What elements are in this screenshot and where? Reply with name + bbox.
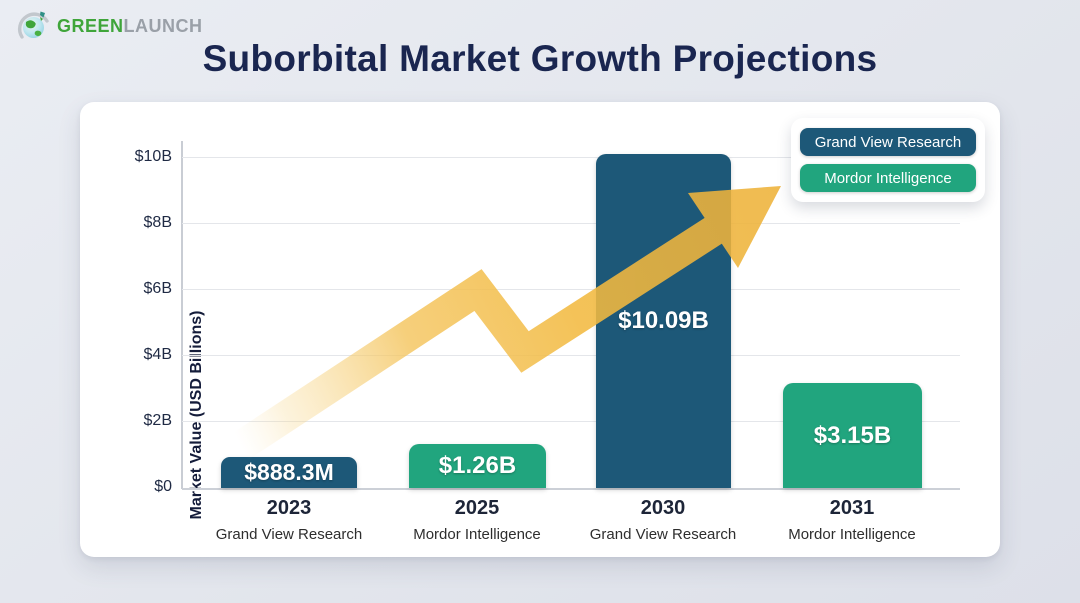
bar-2030-grand-view-research[interactable]: $10.09B [596,154,731,488]
greenlaunch-logo: GREENLAUNCH [16,8,203,44]
y-tick-8b: $8B [143,214,172,231]
x-label-year-2023: 2023 [266,497,312,519]
legend: Grand View Research Mordor Intelligence [791,118,985,202]
x-label-source-2025: Mordor Intelligence [413,526,541,543]
bar-2025-mordor-intelligence[interactable]: $1.26B [409,444,546,488]
legend-item-mordor-intelligence[interactable]: Mordor Intelligence [800,164,976,192]
bar-value-label: $888.3M [244,459,334,485]
bar-value-label: $10.09B [618,307,709,334]
y-tick-0: $0 [154,478,172,495]
x-label-year-2031: 2031 [829,497,875,519]
y-axis-title: Market Value (USD Billions) [188,310,205,520]
y-tick-4b: $4B [143,346,172,363]
x-label-source-2030: Grand View Research [589,526,737,543]
bar-value-label: $3.15B [813,421,892,449]
x-label-year-2025: 2025 [454,497,500,519]
bar-value-label: $1.26B [438,452,517,479]
x-label-year-2030: 2030 [640,497,686,519]
bar-2023-grand-view-research[interactable]: $888.3M [221,457,357,488]
y-tick-10b: $10B [134,148,172,165]
bar-2031-mordor-intelligence[interactable]: $3.15B [783,383,922,488]
gridline [182,289,960,290]
page-title: Suborbital Market Growth Projections [202,38,878,79]
gridline [182,355,960,356]
gridline [182,157,960,158]
y-axis-line [181,141,183,489]
y-tick-6b: $6B [143,280,172,297]
brand-wordmark: GREENLAUNCH [57,16,203,37]
legend-item-grand-view-research[interactable]: Grand View Research [800,128,976,156]
y-tick-2b: $2B [143,412,172,429]
brand-green: GREEN [57,15,124,36]
x-axis-line [182,488,960,490]
x-label-source-2023: Grand View Research [215,526,363,543]
globe-rocket-icon [17,11,49,39]
brand-launch: LAUNCH [123,15,203,36]
gridline [182,223,960,224]
x-label-source-2031: Mordor Intelligence [788,526,916,543]
